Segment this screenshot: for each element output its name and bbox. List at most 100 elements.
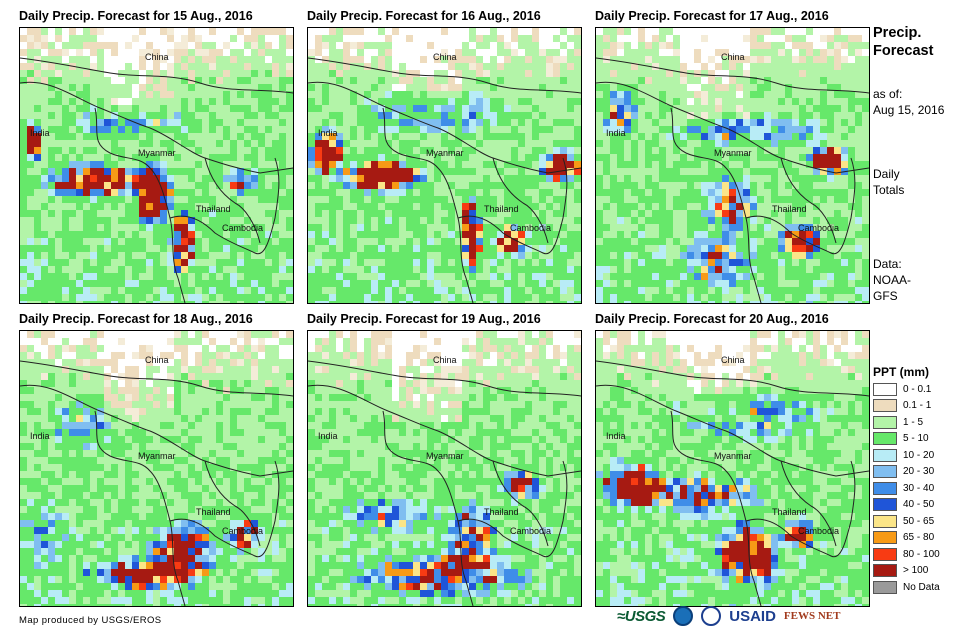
country-border	[670, 107, 762, 303]
legend-label: 5 - 10	[903, 433, 929, 445]
country-border	[780, 157, 837, 244]
precip-legend: PPT (mm) 0 - 0.1 0.1 - 1 1 - 5 5 - 10 10 - 2…	[873, 363, 940, 596]
map-label-thailand: Thailand	[484, 507, 519, 517]
legend-item: 40 - 50	[873, 497, 940, 514]
map-label-thailand: Thailand	[772, 204, 807, 214]
map-label-thailand: Thailand	[196, 507, 231, 517]
country-border	[670, 410, 762, 606]
panel-title: Daily Precip. Forecast for 17 Aug., 2016	[595, 9, 829, 23]
map-label-cambodia: Cambodia	[510, 223, 551, 233]
precip-map: China India Myanmar Thailand Cambodia	[307, 27, 582, 304]
country-border	[457, 460, 568, 558]
map-label-thailand: Thailand	[196, 204, 231, 214]
precip-map: China India Myanmar Thailand Cambodia	[595, 330, 870, 607]
forecast-panel-15-aug: Daily Precip. Forecast for 15 Aug., 2016…	[19, 5, 294, 304]
legend-item: 20 - 30	[873, 464, 940, 481]
usaid-logo: USAID	[729, 607, 776, 625]
map-label-myanmar: Myanmar	[138, 451, 176, 461]
legend-swatch	[873, 382, 897, 396]
map-label-india: India	[318, 431, 338, 441]
legend-swatch	[873, 399, 897, 413]
legend-label: 0.1 - 1	[903, 400, 932, 412]
legend-item: 50 - 65	[873, 513, 940, 530]
legend-label: 80 - 100	[903, 548, 940, 560]
map-label-india: India	[606, 128, 626, 138]
map-label-cambodia: Cambodia	[222, 526, 263, 536]
map-label-thailand: Thailand	[772, 507, 807, 517]
fews-net-logo: FEWS NET	[783, 610, 841, 622]
country-border	[492, 460, 549, 547]
legend-title: PPT (mm)	[873, 365, 930, 379]
sidebar-title: Precip. Forecast	[873, 25, 934, 59]
country-border	[596, 81, 869, 174]
legend-swatch	[873, 481, 897, 495]
partner-logos: ≈USGS USAID FEWS NET	[617, 606, 840, 626]
country-border	[169, 460, 280, 558]
legend-swatch	[873, 580, 897, 594]
forecast-panel-17-aug: Daily Precip. Forecast for 17 Aug., 2016…	[595, 5, 870, 304]
country-border	[204, 460, 261, 547]
forecast-panel-19-aug: Daily Precip. Forecast for 19 Aug., 2016…	[307, 308, 582, 607]
map-label-cambodia: Cambodia	[798, 223, 839, 233]
legend-label: 65 - 80	[903, 532, 935, 544]
map-label-china: China	[721, 355, 745, 365]
legend-item: 80 - 100	[873, 546, 940, 563]
map-label-china: China	[145, 52, 169, 62]
legend-swatch	[873, 465, 897, 479]
legend-swatch	[873, 547, 897, 561]
legend-label: 50 - 65	[903, 515, 935, 527]
map-label-india: India	[30, 128, 50, 138]
map-label-china: China	[433, 355, 457, 365]
country-border	[20, 81, 293, 174]
daily-totals-note: Daily Totals	[873, 167, 905, 197]
country-border	[382, 410, 474, 606]
usaid-seal-icon	[701, 606, 722, 626]
legend-swatch	[873, 432, 897, 446]
map-label-india: India	[318, 128, 338, 138]
country-border	[308, 57, 581, 94]
map-label-china: China	[721, 52, 745, 62]
legend-label: 1 - 5	[903, 416, 924, 428]
forecast-panel-18-aug: Daily Precip. Forecast for 18 Aug., 2016…	[19, 308, 294, 607]
precip-map: China India Myanmar Thailand Cambodia	[19, 330, 294, 607]
legend-item: 5 - 10	[873, 431, 940, 448]
forecast-panel-20-aug: Daily Precip. Forecast for 20 Aug., 2016…	[595, 308, 870, 607]
legend-label: 40 - 50	[903, 499, 935, 511]
usgs-logo: ≈USGS	[617, 607, 666, 625]
country-border	[169, 157, 280, 255]
country-border	[94, 410, 186, 606]
map-label-china: China	[145, 355, 169, 365]
country-border	[596, 360, 869, 397]
data-source-note: Data: NOAA- GFS	[873, 257, 912, 303]
map-label-thailand: Thailand	[484, 204, 519, 214]
country-border	[745, 157, 856, 255]
map-label-myanmar: Myanmar	[714, 451, 752, 461]
legend-item: 0.1 - 1	[873, 398, 940, 415]
country-border	[20, 360, 293, 397]
map-label-myanmar: Myanmar	[714, 148, 752, 158]
country-border	[308, 81, 581, 174]
map-label-myanmar: Myanmar	[138, 148, 176, 158]
legend-label: 10 - 20	[903, 449, 935, 461]
panel-title: Daily Precip. Forecast for 20 Aug., 2016	[595, 312, 829, 326]
country-border	[596, 384, 869, 477]
legend-swatch	[873, 498, 897, 512]
country-border	[382, 107, 474, 303]
country-border	[308, 360, 581, 397]
country-border	[20, 57, 293, 94]
country-border	[94, 107, 186, 303]
map-label-cambodia: Cambodia	[222, 223, 263, 233]
map-credit: Map produced by USGS/EROS	[19, 615, 162, 626]
legend-item: 1 - 5	[873, 414, 940, 431]
legend-item: > 100	[873, 563, 940, 580]
precip-map: China India Myanmar Thailand Cambodia	[307, 330, 582, 607]
country-border	[308, 384, 581, 477]
country-border	[596, 57, 869, 94]
map-label-india: India	[606, 431, 626, 441]
legend-item: 10 - 20	[873, 447, 940, 464]
legend-item: 30 - 40	[873, 480, 940, 497]
legend-label: 0 - 0.1	[903, 383, 932, 395]
noaa-logo-icon	[673, 606, 694, 626]
map-label-cambodia: Cambodia	[510, 526, 551, 536]
legend-swatch	[873, 564, 897, 578]
